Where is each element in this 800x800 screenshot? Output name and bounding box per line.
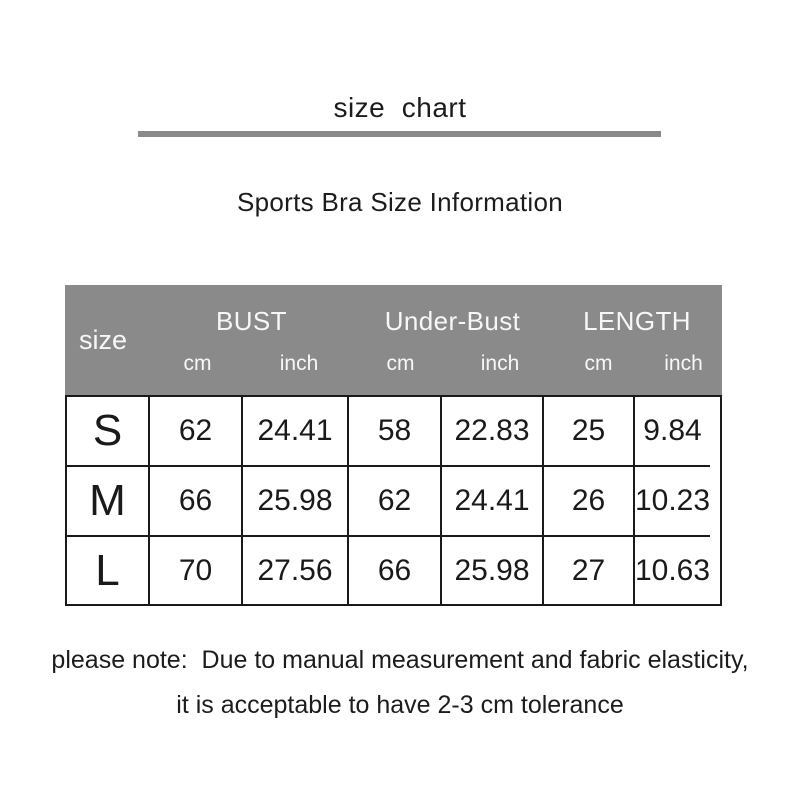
header-sub-underbust-cm: cm xyxy=(386,352,415,375)
header-sub-length-inch: inch xyxy=(664,352,703,375)
tolerance-note: please note: Due to manual measurement a… xyxy=(0,646,800,720)
note-line-2: it is acceptable to have 2-3 cm toleranc… xyxy=(176,691,624,719)
table-body: S 62 24.41 58 22.83 25 9.84 M 66 25.98 6… xyxy=(65,395,722,606)
page-subtitle: Sports Bra Size Information xyxy=(236,187,564,217)
cell-m-underbust-inch: 24.41 xyxy=(442,467,544,537)
page-title: size chart xyxy=(333,92,467,123)
cell-s-length-cm: 25 xyxy=(544,397,635,467)
table-header: size BUST Under-Bust LENGTH cm inch cm i… xyxy=(65,285,722,395)
cell-l-underbust-inch: 25.98 xyxy=(442,537,544,604)
cell-l-bust-inch: 27.56 xyxy=(243,537,349,604)
cell-l-underbust-cm: 66 xyxy=(349,537,442,604)
cell-l-bust-cm: 70 xyxy=(150,537,243,604)
title-divider xyxy=(138,131,661,137)
cell-l-length-cm: 27 xyxy=(544,537,635,604)
cell-size-l: L xyxy=(67,537,150,604)
cell-m-length-cm: 26 xyxy=(544,467,635,537)
note-line-1: please note: Due to manual measurement a… xyxy=(51,646,749,674)
header-sub-length-cm: cm xyxy=(584,352,613,375)
header-group-length: LENGTH xyxy=(583,305,691,336)
cell-m-length-inch: 10.23 xyxy=(635,467,710,537)
cell-s-underbust-inch: 22.83 xyxy=(442,397,544,467)
header-group-underbust: Under-Bust xyxy=(384,305,521,336)
cell-m-bust-inch: 25.98 xyxy=(243,467,349,537)
header-size-label: size xyxy=(79,324,128,355)
header-group-bust: BUST xyxy=(216,305,287,336)
cell-l-length-inch: 10.63 xyxy=(634,553,711,587)
header-sub-bust-inch: inch xyxy=(279,352,319,375)
cell-s-underbust-cm: 58 xyxy=(349,397,442,467)
header-sub-bust-cm: cm xyxy=(183,352,212,375)
cell-size-m: M xyxy=(67,467,150,537)
header-sub-underbust-inch: inch xyxy=(480,352,520,375)
cell-m-underbust-cm: 62 xyxy=(349,467,442,537)
cell-m-bust-cm: 66 xyxy=(150,467,243,537)
cell-s-bust-inch: 24.41 xyxy=(243,397,349,467)
cell-s-bust-cm: 62 xyxy=(150,397,243,467)
cell-size-s: S xyxy=(67,397,150,467)
size-table: size BUST Under-Bust LENGTH cm inch cm i… xyxy=(65,285,722,606)
cell-s-length-inch: 9.84 xyxy=(635,397,710,467)
